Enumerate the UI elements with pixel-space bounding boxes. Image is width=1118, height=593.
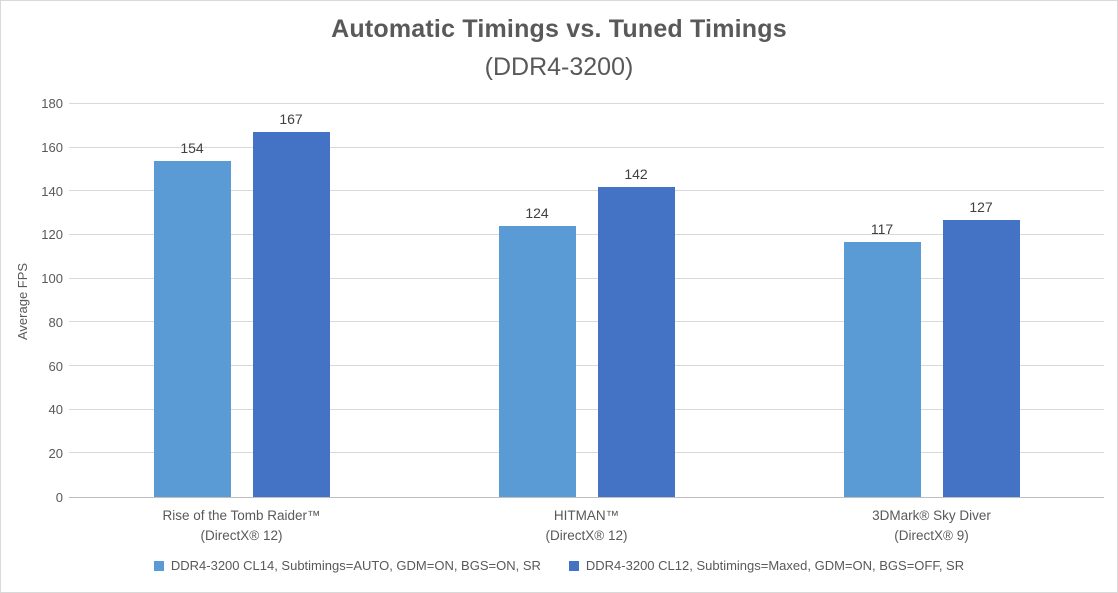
legend-swatch-icon xyxy=(568,560,579,571)
category-label-line: (DirectX® 9) xyxy=(894,528,969,543)
bar-group: 117 127 xyxy=(759,104,1104,497)
gridline xyxy=(69,365,1104,367)
y-tick-label: 60 xyxy=(48,358,63,374)
category-label-line: 3DMark® Sky Diver xyxy=(872,508,991,523)
y-tick-label: 120 xyxy=(41,227,63,243)
y-tick-label: 100 xyxy=(41,271,63,287)
category-label: 3DMark® Sky Diver (DirectX® 9) xyxy=(759,506,1104,546)
y-tick-label: 140 xyxy=(41,183,63,199)
category-label-line: HITMAN™ xyxy=(553,508,620,523)
category-label-line: (DirectX® 12) xyxy=(200,528,283,543)
data-label: 117 xyxy=(870,220,894,237)
legend-swatch-icon xyxy=(153,560,164,571)
bar-group: 124 142 xyxy=(414,104,759,497)
category-label: Rise of the Tomb Raider™ (DirectX® 12) xyxy=(69,506,414,546)
gridline xyxy=(69,452,1104,454)
bar-groups: 154 167 124 142 117 127 xyxy=(69,104,1104,497)
y-tick-label: 40 xyxy=(48,402,63,418)
x-axis-category-labels: Rise of the Tomb Raider™ (DirectX® 12) HIT… xyxy=(69,506,1104,546)
bar: 117 xyxy=(843,221,921,497)
category-label-line: (DirectX® 12) xyxy=(545,528,628,543)
y-axis-tick-labels: 0 20 40 60 80 100 120 140 160 180 xyxy=(1,96,63,505)
y-tick-label: 180 xyxy=(41,96,63,111)
bar: 154 xyxy=(153,140,231,497)
category-label: HITMAN™ (DirectX® 12) xyxy=(414,506,759,546)
gridline xyxy=(69,321,1104,323)
gridlines xyxy=(69,103,1104,497)
data-label: 154 xyxy=(180,139,204,156)
legend-label: DDR4-3200 CL12, Subtimings=Maxed, GDM=ON… xyxy=(585,558,965,573)
bar: 167 xyxy=(252,111,330,497)
legend-item: DDR4-3200 CL12, Subtimings=Maxed, GDM=ON… xyxy=(568,558,965,573)
category-label-line: Rise of the Tomb Raider™ xyxy=(162,508,321,523)
legend: DDR4-3200 CL14, Subtimings=AUTO, GDM=ON,… xyxy=(1,558,1117,573)
data-label: 124 xyxy=(525,205,549,222)
bar-group: 154 167 xyxy=(69,104,414,497)
plot-area: 154 167 124 142 117 127 xyxy=(69,103,1104,498)
bar: 124 xyxy=(498,205,576,497)
gridline xyxy=(69,234,1104,236)
data-label: 167 xyxy=(279,111,303,128)
bar: 127 xyxy=(942,199,1020,497)
gridline xyxy=(69,408,1104,410)
data-label: 127 xyxy=(969,198,993,215)
chart-title: Automatic Timings vs. Tuned Timings xyxy=(331,15,787,43)
y-tick-label: 20 xyxy=(48,446,63,462)
gridline xyxy=(69,277,1104,279)
y-tick-label: 160 xyxy=(41,139,63,155)
bar: 142 xyxy=(597,166,675,497)
y-tick-label: 80 xyxy=(48,314,63,330)
legend-label: DDR4-3200 CL14, Subtimings=AUTO, GDM=ON,… xyxy=(170,558,541,573)
gridline xyxy=(69,146,1104,148)
data-label: 142 xyxy=(624,165,648,182)
gridline xyxy=(69,103,1104,104)
legend-item: DDR4-3200 CL14, Subtimings=AUTO, GDM=ON,… xyxy=(153,558,541,573)
chart-subtitle: (DDR4-3200) xyxy=(484,53,634,81)
y-tick-label: 0 xyxy=(55,490,63,505)
gridline xyxy=(69,190,1104,192)
